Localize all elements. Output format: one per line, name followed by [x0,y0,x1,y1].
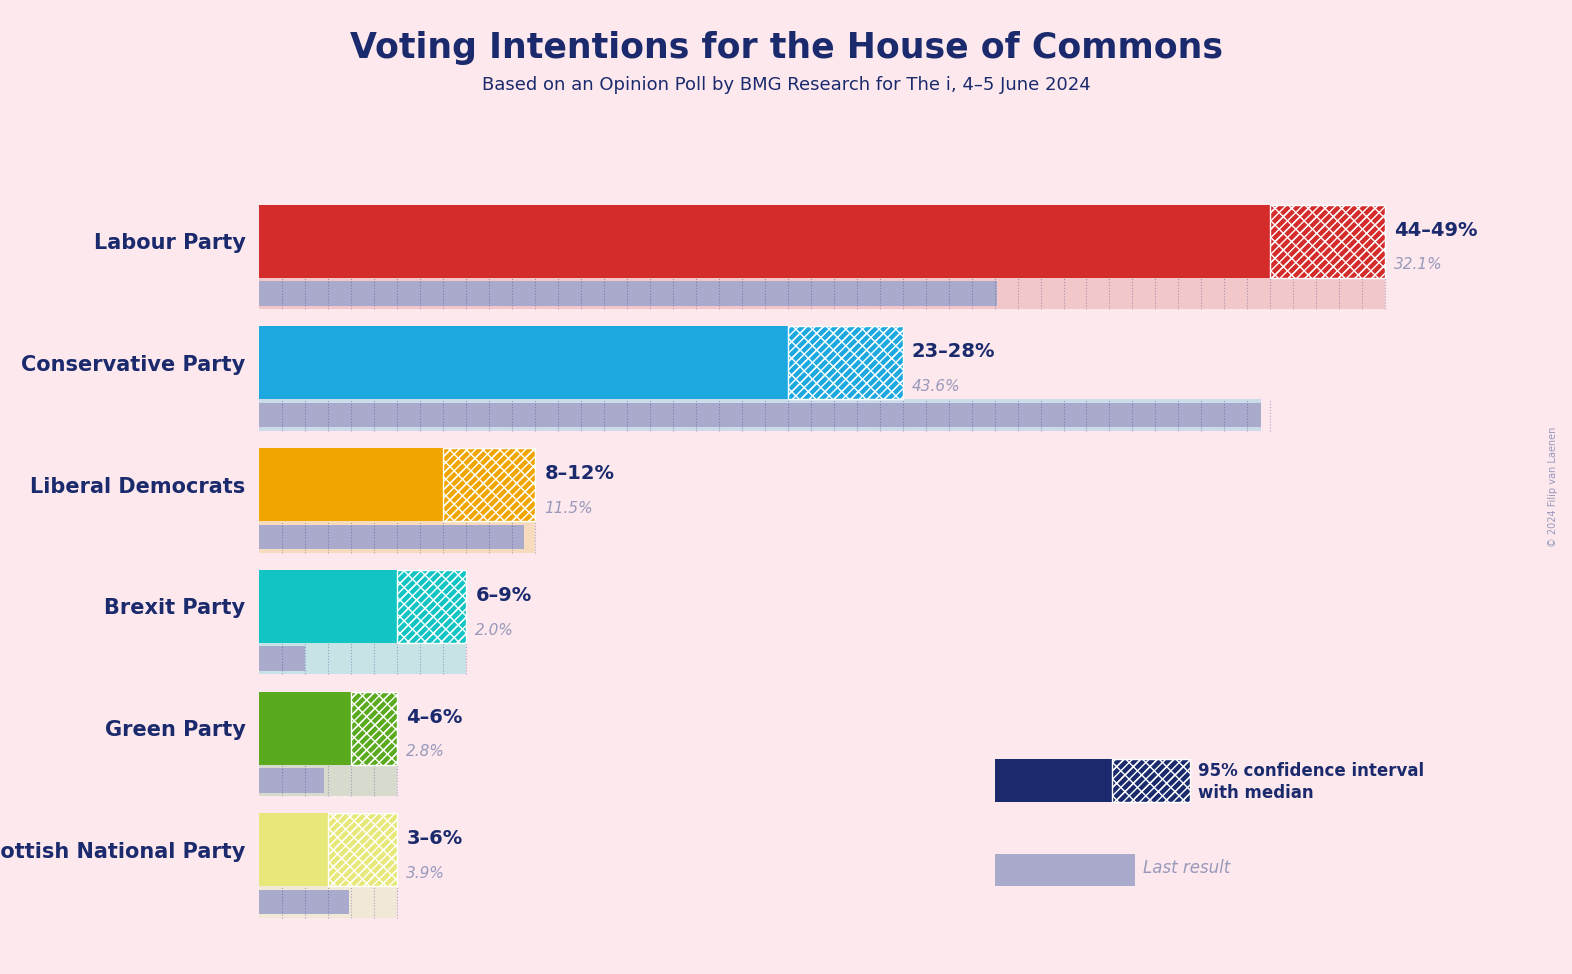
Bar [788,326,902,399]
Text: Voting Intentions for the House of Commons: Voting Intentions for the House of Commo… [349,31,1223,65]
Bar [329,813,398,886]
Bar [1111,759,1190,803]
Text: with median: with median [1198,784,1314,802]
Bar [259,403,1261,428]
Bar [259,205,1270,278]
Bar [259,278,1385,310]
Bar [259,570,398,643]
Bar [443,448,534,521]
Bar [398,570,467,643]
Bar [259,525,523,549]
Bar [259,643,467,674]
Bar [351,692,398,765]
Text: 32.1%: 32.1% [1394,257,1443,273]
Text: 3–6%: 3–6% [407,829,462,848]
Bar [995,853,1135,886]
Bar [259,886,398,918]
Text: 6–9%: 6–9% [475,585,531,605]
Bar [1270,205,1385,278]
Bar [1270,205,1385,278]
Text: 23–28%: 23–28% [912,342,995,361]
Bar [329,813,398,886]
Bar [259,768,324,793]
Bar [259,692,351,765]
Bar [351,692,398,765]
Bar [443,448,534,521]
Text: 2.0%: 2.0% [475,622,514,638]
Text: 2.8%: 2.8% [407,744,445,760]
Text: © 2024 Filip van Laenen: © 2024 Filip van Laenen [1548,427,1558,547]
Bar [259,647,305,671]
Text: 4–6%: 4–6% [407,707,462,727]
Bar [259,813,329,886]
Text: 44–49%: 44–49% [1394,220,1478,240]
Text: 3.9%: 3.9% [407,866,445,881]
Text: Last result: Last result [1143,859,1231,877]
Text: Based on an Opinion Poll by BMG Research for The i, 4–5 June 2024: Based on an Opinion Poll by BMG Research… [481,76,1091,94]
Text: 8–12%: 8–12% [544,464,615,483]
Bar [259,326,788,399]
Bar [995,759,1111,803]
Bar [1111,759,1190,803]
Bar [259,399,1261,431]
Text: 11.5%: 11.5% [544,501,593,516]
Bar [259,281,997,306]
Bar [259,521,534,553]
Text: 95% confidence interval: 95% confidence interval [1198,762,1424,780]
Bar [259,765,398,797]
Bar [259,448,443,521]
Text: 43.6%: 43.6% [912,379,960,394]
Bar [259,890,349,915]
Bar [788,326,902,399]
Bar [398,570,467,643]
